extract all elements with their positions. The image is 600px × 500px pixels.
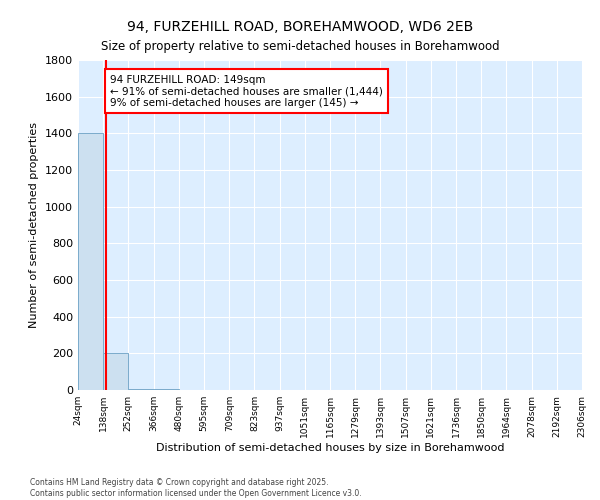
Bar: [103, 354, 128, 390]
Bar: [78, 134, 103, 390]
Text: Contains HM Land Registry data © Crown copyright and database right 2025.
Contai: Contains HM Land Registry data © Crown c…: [30, 478, 362, 498]
Bar: [128, 389, 154, 390]
X-axis label: Distribution of semi-detached houses by size in Borehamwood: Distribution of semi-detached houses by …: [156, 442, 504, 452]
Y-axis label: Number of semi-detached properties: Number of semi-detached properties: [29, 122, 40, 328]
Text: 94 FURZEHILL ROAD: 149sqm
← 91% of semi-detached houses are smaller (1,444)
9% o: 94 FURZEHILL ROAD: 149sqm ← 91% of semi-…: [110, 74, 383, 108]
Text: 94, FURZEHILL ROAD, BOREHAMWOOD, WD6 2EB: 94, FURZEHILL ROAD, BOREHAMWOOD, WD6 2EB: [127, 20, 473, 34]
Text: Size of property relative to semi-detached houses in Borehamwood: Size of property relative to semi-detach…: [101, 40, 499, 53]
